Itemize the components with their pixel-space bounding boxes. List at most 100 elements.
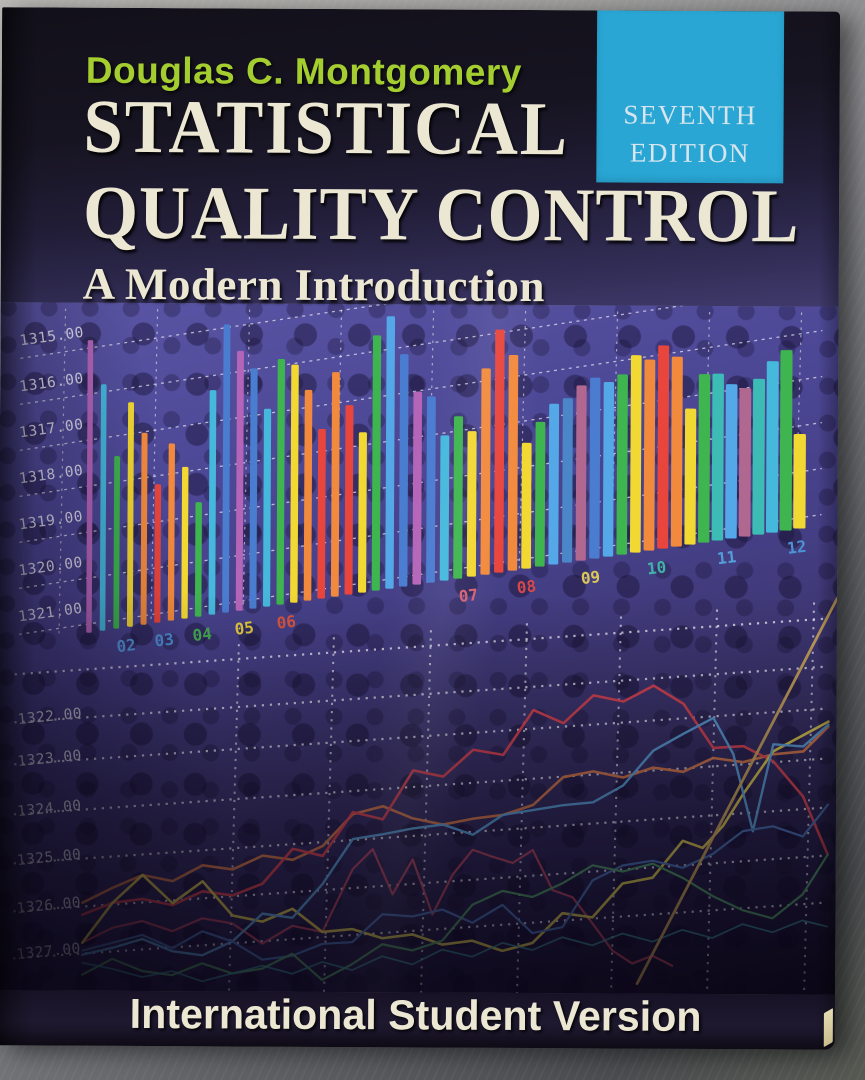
cover-footer: International Student Version [0,989,836,1050]
cover-header: Douglas C. Montgomery STATISTICAL QUALIT… [0,7,841,311]
bar [657,345,670,549]
trend-line-teal [81,919,829,983]
gridline [420,630,432,993]
bar [738,388,752,537]
bar [262,408,272,607]
bar [534,421,546,567]
trend-line-green [81,853,829,982]
gridline [20,302,824,359]
bar [466,431,477,577]
bar [235,350,244,611]
bar [290,364,299,603]
x-axis-label: 09 [580,567,601,588]
bar [439,435,450,581]
footer-text: International Student Version [129,989,702,1040]
y-axis-label: 1317.00 [18,417,84,442]
x-axis-label: 03 [154,630,175,651]
gridline [518,310,527,570]
bar [181,466,189,619]
bar [426,396,436,583]
edition-badge: SEVENTH EDITION [596,10,785,184]
gridline [702,311,711,543]
y-axis-label: 1326.00 [16,895,82,917]
y-axis-label: 1322.00 [17,706,83,728]
book-title-line1: STATISTICAL [83,84,570,172]
bar [480,368,491,575]
bar [711,373,724,541]
bar [208,390,217,615]
trend-line-yellow [80,720,830,953]
bar [249,368,258,609]
book-cover: Douglas C. Montgomery STATISTICAL QUALIT… [0,7,841,1050]
bar-chart-group: 1315.00 1316.00 1317.00 1318.00 1319.00 1320.… [17,302,824,656]
edition-badge-line1: SEVENTH [623,99,757,131]
bar [643,359,656,551]
x-axis-label: 08 [516,576,537,597]
trend-line-gold [635,597,839,985]
bar [330,372,340,597]
trend-line-crimson [81,848,674,967]
bar [344,405,354,595]
gridline [706,609,719,994]
x-axis-label: 07 [458,585,479,606]
bar [793,434,806,529]
bar [507,355,519,571]
bar [99,384,107,631]
bar [358,432,367,593]
y-axis-label: 1319.00 [18,509,84,534]
gridline [13,901,826,960]
page-edge [823,1008,833,1048]
trend-line-blue [81,803,830,961]
y-axis-label: 1316.00 [19,371,85,396]
y-axis-label: 1323.00 [17,748,83,770]
y-axis-label: 1318.00 [18,463,84,488]
x-axis-label: 04 [192,624,213,645]
gridline [14,665,827,724]
bar [154,484,162,623]
bar [548,403,560,565]
bar [521,442,532,569]
bar [385,316,396,589]
bar [86,340,94,633]
gridline [323,637,335,992]
edition-badge-line2: EDITION [629,137,750,169]
y-axis-label: 1324.00 [16,798,82,820]
x-axis-label: 06 [276,612,297,633]
bar [629,355,642,553]
y-axis-label: 1320.00 [18,555,84,580]
bar [453,416,464,579]
book-title-line2: QUALITY CONTROL [82,170,800,259]
gridline [14,617,828,676]
y-axis-label: 1315.00 [19,325,85,350]
trend-line-sky [81,716,830,957]
bar [779,350,793,531]
gridline [242,309,251,611]
x-axis-label: 10 [646,557,667,578]
bar [303,389,313,601]
bar [113,456,121,629]
trend-line-red [81,684,830,916]
line-chart-group: 1322.00 1323.00 1324.00 1325.00 1326.00 1327.… [13,597,839,995]
y-axis-label: 1321.00 [17,601,83,626]
bar [371,335,382,591]
x-axis-label: 11 [716,547,737,568]
bar [616,374,628,555]
bar [725,384,738,539]
bar [317,429,326,599]
y-axis-label: 1327.00 [16,941,82,963]
bar [602,382,615,557]
bar [752,378,766,535]
bar [276,359,286,605]
bar [575,385,587,561]
bar [194,502,202,617]
bar [589,377,601,559]
gridline [228,644,240,992]
chart-canvas: 1315.00 1316.00 1317.00 1318.00 1319.00 1320.… [13,302,839,995]
bar [684,408,697,545]
bar [167,443,175,621]
bar [561,398,573,563]
x-axis-label: 02 [115,635,136,656]
bar [412,391,423,585]
bar [670,356,683,547]
y-axis-label: 1325.00 [16,847,82,869]
